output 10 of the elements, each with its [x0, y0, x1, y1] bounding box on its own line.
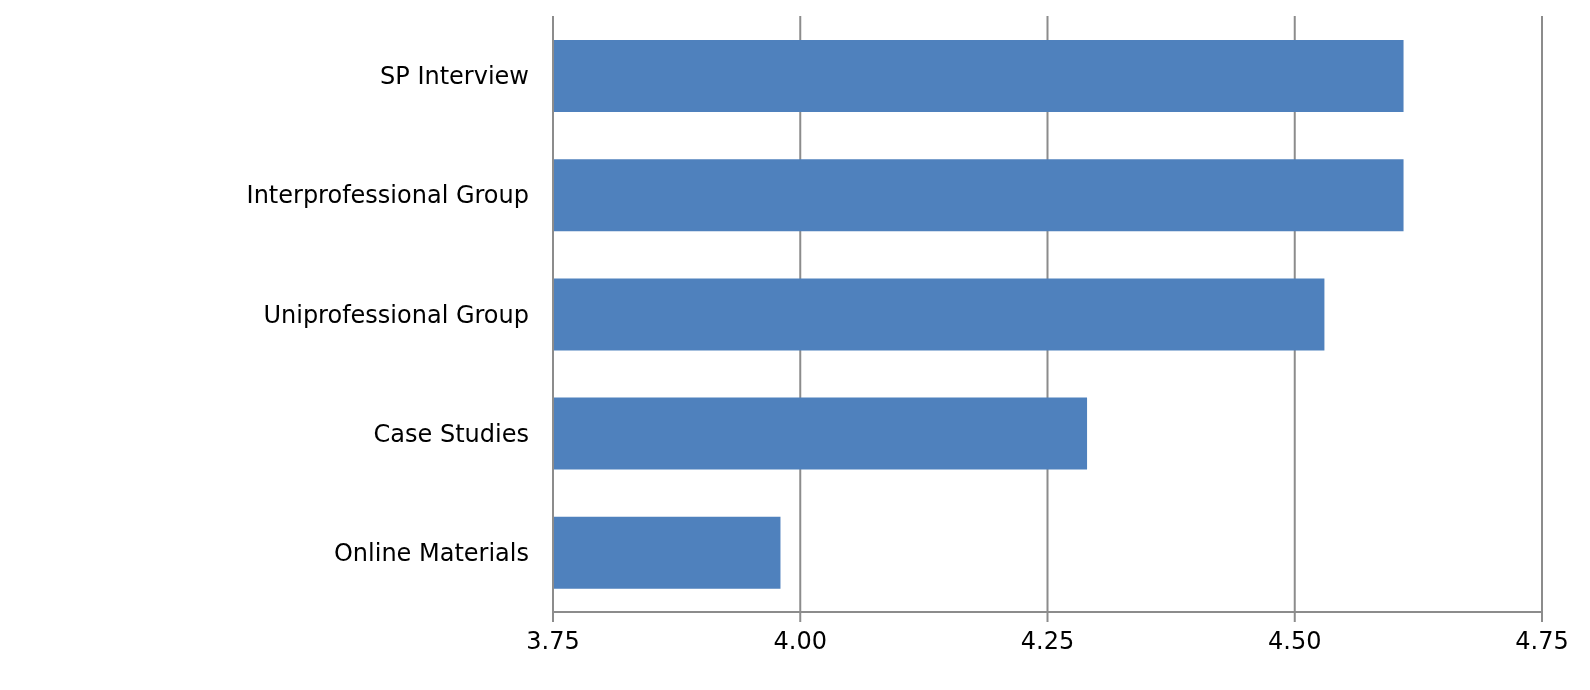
y-tick-label: SP Interview: [380, 62, 529, 91]
y-tick-label: Case Studies: [373, 419, 529, 448]
x-tick-label: 3.75: [526, 627, 580, 656]
x-tick-label: 4.50: [1268, 627, 1322, 656]
y-tick-label: Interprofessional Group: [246, 181, 529, 210]
x-tick-label: 4.25: [1020, 627, 1075, 656]
x-tick-label: 4.75: [1515, 627, 1569, 656]
y-tick-label: Online Materials: [333, 538, 529, 567]
x-tick-label: 4.00: [773, 627, 827, 656]
y-tick-label: Uniprofessional Group: [263, 300, 529, 329]
